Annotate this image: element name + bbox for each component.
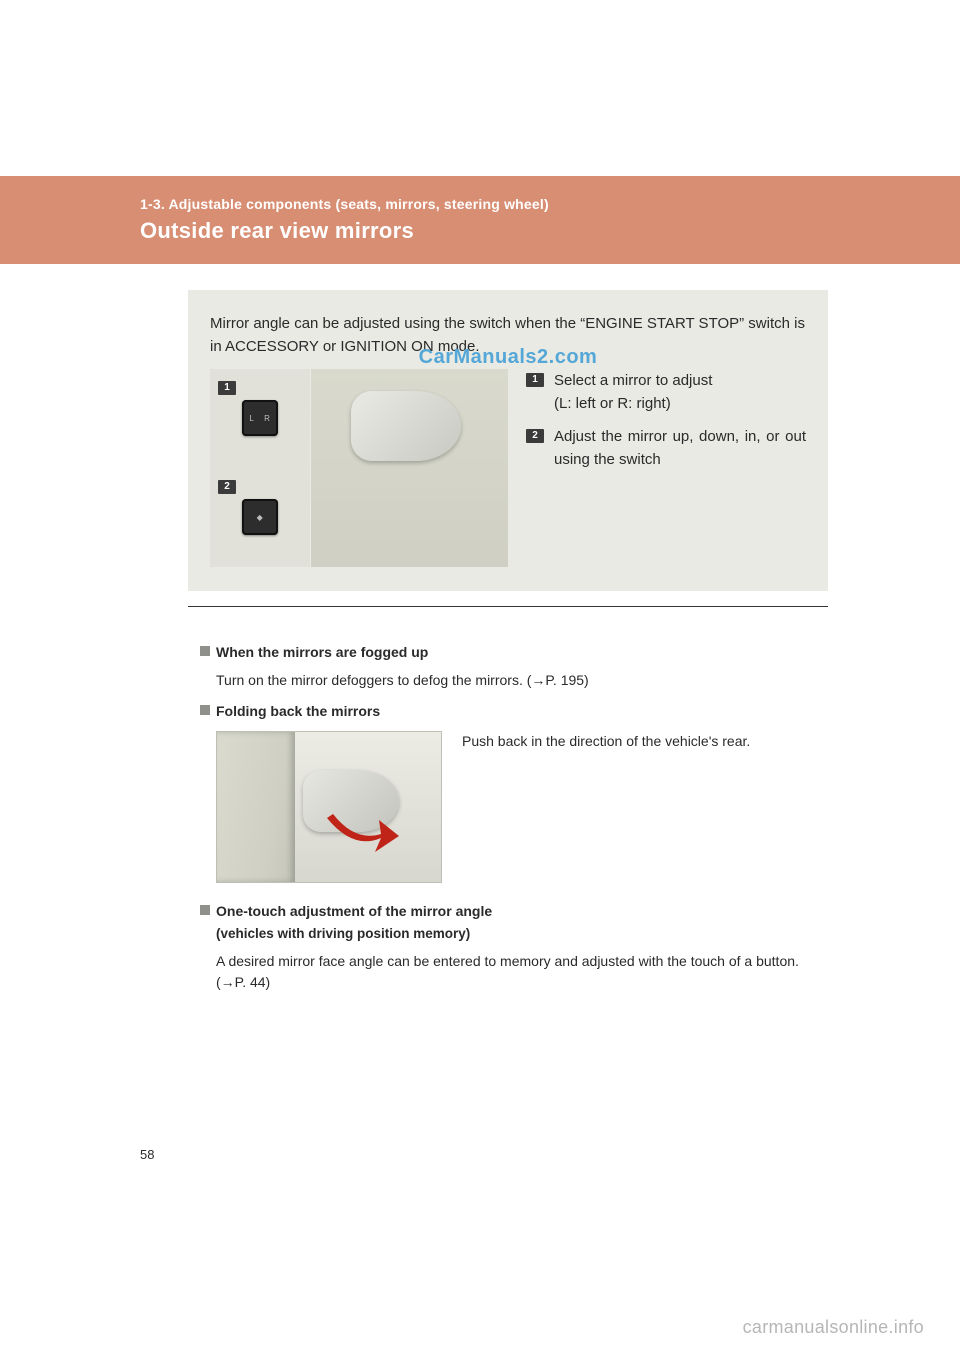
step-list: 1 Select a mirror to adjust (L: left or …	[526, 369, 806, 482]
note-memory-body: A desired mirror face angle can be enter…	[216, 951, 828, 994]
note-memory-head: One-touch adjustment of the mirror angle…	[200, 901, 828, 945]
step-2-badge: 2	[526, 429, 544, 443]
section-header-text: 1-3. Adjustable components (seats, mirro…	[0, 176, 960, 264]
step-1-text: Select a mirror to adjust	[554, 372, 712, 389]
note-fogged-title: When the mirrors are fogged up	[216, 642, 428, 664]
note-folding-title: Folding back the mirrors	[216, 701, 380, 723]
mirror-switch-photo: L R ◆ 1 2	[210, 369, 508, 567]
photo-badge-1: 1	[218, 381, 236, 395]
section-divider	[188, 606, 828, 607]
note-memory-subtitle: (vehicles with driving position memory)	[216, 926, 470, 941]
square-bullet-icon	[200, 705, 210, 715]
step-1-sub: (L: left or R: right)	[554, 392, 712, 415]
folding-photo	[216, 731, 442, 883]
page-number: 58	[140, 1147, 154, 1162]
square-bullet-icon	[200, 646, 210, 656]
mirror-side-photo	[311, 369, 508, 567]
note-memory-title: One-touch adjustment of the mirror angle	[216, 903, 492, 919]
step-2: 2 Adjust the mirror up, down, in, or out…	[526, 425, 806, 472]
footer-brand: carmanualsonline.info	[743, 1317, 924, 1338]
square-bullet-icon	[200, 905, 210, 915]
mirror-adjust-callout: Mirror angle can be adjusted using the s…	[188, 290, 828, 591]
step-1: 1 Select a mirror to adjust (L: left or …	[526, 369, 806, 416]
step-2-text: Adjust the mirror up, down, in, or out u…	[554, 428, 806, 468]
step-1-badge: 1	[526, 373, 544, 387]
notes-block: When the mirrors are fogged up Turn on t…	[200, 638, 828, 1004]
photo-badge-2: 2	[218, 480, 236, 494]
callout-intro: Mirror angle can be adjusted using the s…	[210, 312, 806, 359]
section-label: 1-3. Adjustable components (seats, mirro…	[140, 196, 840, 212]
section-title: Outside rear view mirrors	[140, 218, 840, 244]
note-folding-body: Push back in the direction of the vehicl…	[462, 731, 828, 883]
fold-arrow-icon	[321, 808, 401, 858]
note-fogged-head: When the mirrors are fogged up	[200, 642, 828, 664]
note-fogged-body: Turn on the mirror defoggers to defog th…	[216, 670, 828, 692]
manual-page: 1-3. Adjustable components (seats, mirro…	[0, 0, 960, 1358]
folding-row: Push back in the direction of the vehicl…	[216, 731, 828, 883]
callout-body: L R ◆ 1 2 1 Select a mirror to	[210, 369, 806, 567]
note-folding-head: Folding back the mirrors	[200, 701, 828, 723]
